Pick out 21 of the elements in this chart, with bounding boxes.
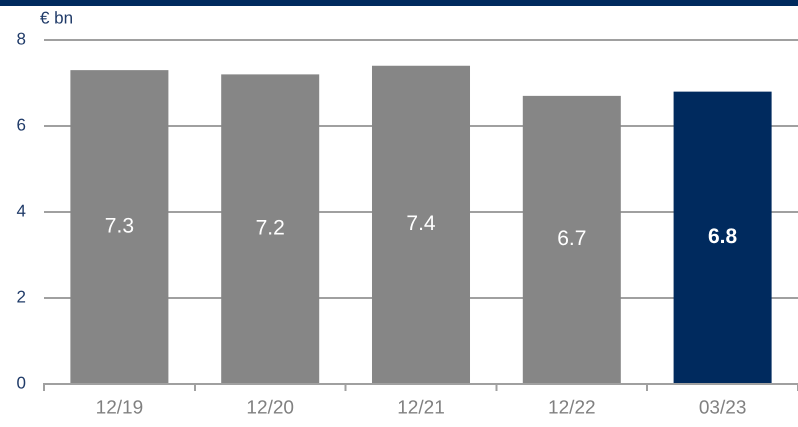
x-tick-label: 12/21 (397, 398, 445, 419)
bar (372, 66, 470, 383)
data-label: 7.2 (256, 216, 285, 240)
x-tick-label: 03/23 (698, 398, 746, 419)
y-tick-label: 2 (16, 288, 26, 307)
y-tick-label: 8 (16, 30, 26, 49)
x-tick-label: 12/22 (548, 398, 596, 419)
bar (70, 70, 168, 383)
bar (522, 96, 621, 383)
data-label: 7.4 (406, 212, 436, 236)
y-axis-title: € bn (40, 8, 74, 28)
x-tick-label: 12/20 (246, 398, 294, 419)
data-label: 6.7 (557, 227, 586, 250)
data-label: 7.3 (104, 214, 134, 238)
x-tick-label: 12/19 (96, 398, 144, 419)
data-label: 6.8 (708, 225, 738, 248)
y-tick-label: 4 (16, 202, 26, 221)
y-tick-label: 0 (16, 374, 26, 393)
bar (674, 92, 772, 383)
y-tick-label: 6 (16, 116, 26, 135)
bar (221, 74, 320, 383)
